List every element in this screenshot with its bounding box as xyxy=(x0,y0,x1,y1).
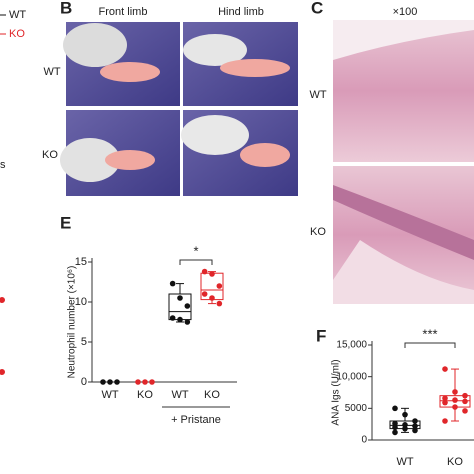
data-point xyxy=(442,366,448,372)
data-point xyxy=(142,379,148,385)
y-tick-label: 5000 xyxy=(345,403,368,414)
column-label: Front limb xyxy=(99,6,148,18)
x-tick-label: WT xyxy=(171,389,188,401)
fragment-dot xyxy=(0,297,5,303)
data-point xyxy=(177,316,183,323)
data-point xyxy=(216,300,223,307)
data-point xyxy=(402,425,408,432)
panel-label: C xyxy=(311,0,323,17)
row-label: WT xyxy=(43,66,60,78)
significance: * xyxy=(193,243,198,258)
data-point xyxy=(201,291,208,297)
magnification: ×100 xyxy=(393,6,418,18)
data-point xyxy=(392,424,398,431)
fragment-text: s xyxy=(0,159,6,171)
y-tick-label: 0 xyxy=(81,376,87,388)
y-tick-label: 10 xyxy=(75,296,87,308)
histology xyxy=(333,20,474,304)
data-point xyxy=(135,379,141,385)
data-point xyxy=(462,398,468,405)
y-axis-label: Neutrophil number (×10⁶) xyxy=(67,266,78,379)
data-point xyxy=(216,283,223,289)
row-label: KO xyxy=(310,226,326,238)
group-label: + Pristane xyxy=(171,414,221,426)
data-point xyxy=(442,418,448,424)
data-point xyxy=(402,411,408,418)
panel-label: E xyxy=(60,213,71,232)
significance-bracket xyxy=(404,342,456,348)
legend-label: WT xyxy=(9,9,26,21)
data-point xyxy=(412,418,418,424)
data-point xyxy=(201,268,208,275)
data-point xyxy=(392,405,398,412)
data-point xyxy=(114,379,120,385)
legend-label: KO xyxy=(9,28,25,40)
data-point xyxy=(100,379,106,385)
x-tick-label: KO xyxy=(447,456,463,468)
data-point xyxy=(442,399,448,406)
data-point xyxy=(452,404,458,410)
data-point xyxy=(184,303,191,309)
y-tick-label: 15,000 xyxy=(336,340,367,351)
data-point xyxy=(184,319,191,325)
y-tick-label: 0 xyxy=(361,435,367,446)
data-point xyxy=(412,423,418,429)
panel-label: B xyxy=(60,0,72,17)
fragment-dot xyxy=(0,369,5,375)
data-point xyxy=(392,429,398,436)
y-tick-label: 10,000 xyxy=(336,371,367,382)
data-point xyxy=(149,379,155,385)
x-tick-label: KO xyxy=(137,389,153,401)
data-point xyxy=(169,280,176,287)
significance: *** xyxy=(422,326,437,341)
data-point xyxy=(462,392,468,399)
x-tick-label: WT xyxy=(101,389,118,401)
data-point xyxy=(452,397,458,403)
photos xyxy=(60,22,298,196)
data-point xyxy=(442,395,448,402)
data-point xyxy=(209,271,215,277)
row-label: KO xyxy=(42,149,58,161)
data-point xyxy=(462,408,468,414)
x-tick-label: KO xyxy=(204,389,220,401)
y-axis-label: ANA Igs (U/ml) xyxy=(331,359,342,425)
x-tick-label: WT xyxy=(396,456,413,468)
data-point xyxy=(107,379,113,385)
data-point xyxy=(209,295,215,301)
significance-bracket xyxy=(179,259,213,265)
panel-label: F xyxy=(316,326,326,345)
data-point xyxy=(412,427,418,434)
data-point xyxy=(452,389,458,395)
row-label: WT xyxy=(309,89,326,101)
column-label: Hind limb xyxy=(218,6,264,18)
data-point xyxy=(177,295,183,301)
y-tick-label: 5 xyxy=(81,336,87,348)
y-tick-label: 15 xyxy=(75,256,87,268)
data-point xyxy=(169,315,176,321)
